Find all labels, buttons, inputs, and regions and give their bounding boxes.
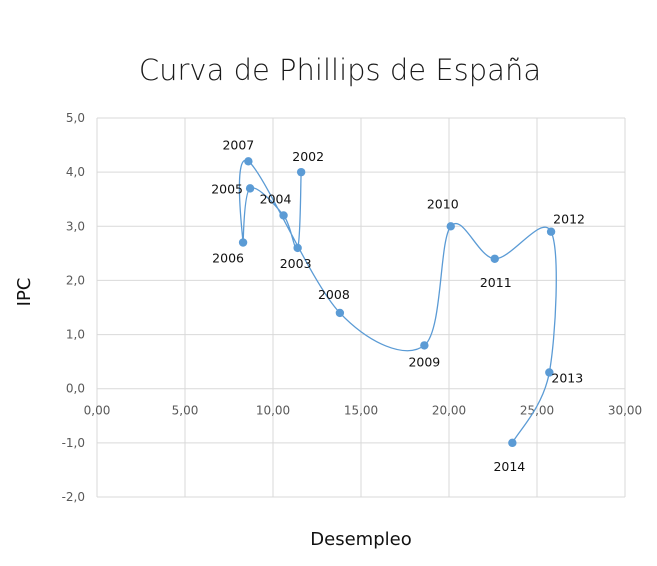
x-tick-label: 10,00: [256, 404, 290, 418]
x-tick-label: 30,00: [608, 404, 642, 418]
data-labels: 2002 2003 2004 2005 2006 2007 2008 2009 2010 2011…: [211, 137, 585, 474]
data-point: [508, 438, 517, 448]
y-tick-label: -2,0: [62, 490, 85, 504]
data-label: 2008: [318, 287, 350, 302]
x-tick-label: 15,00: [344, 404, 378, 418]
data-label: 2002: [292, 149, 324, 164]
data-label: 2012: [553, 212, 585, 227]
data-label: 2003: [280, 256, 312, 271]
data-point: [546, 227, 556, 236]
data-point: [245, 184, 255, 193]
x-tick-label: 25,00: [520, 404, 554, 418]
data-point: [446, 222, 455, 231]
gridlines: [96, 117, 626, 498]
x-tick-label: 20,00: [432, 404, 466, 418]
data-label: 2004: [260, 191, 292, 206]
y-tick-label: 2,0: [66, 273, 85, 287]
data-label: 2013: [551, 370, 583, 385]
data-point: [545, 368, 554, 377]
y-tick-label: 0,0: [66, 382, 85, 396]
y-axis-ticks: -2,0 -1,0 0,0 1,0 2,0 3,0 4,0 5,0: [62, 111, 85, 504]
data-label: 2014: [493, 459, 525, 474]
y-tick-label: 4,0: [66, 165, 85, 179]
y-tick-label: -1,0: [62, 436, 85, 450]
y-tick-label: 5,0: [66, 111, 85, 125]
data-label: 2005: [211, 181, 243, 196]
data-label: 2009: [408, 354, 440, 369]
y-tick-label: 1,0: [66, 328, 85, 342]
data-label: 2010: [427, 196, 459, 211]
y-tick-label: 3,0: [66, 219, 85, 233]
chart-title: Curva de Phillips de España: [139, 53, 541, 87]
data-point: [293, 243, 302, 253]
data-point: [490, 254, 499, 263]
data-label: 2011: [480, 275, 512, 290]
data-point: [279, 211, 288, 220]
x-axis-title: Desempleo: [310, 529, 411, 550]
data-point: [244, 157, 253, 166]
x-axis-ticks: 0,00 5,00 10,00 15,00 20,00 25,00 30,00: [84, 404, 643, 418]
data-point: [420, 341, 429, 350]
data-points: [238, 157, 556, 448]
x-tick-label: 0,00: [84, 404, 111, 418]
x-tick-label: 5,00: [172, 404, 199, 418]
data-label: 2006: [212, 251, 244, 266]
data-point: [335, 308, 345, 318]
y-axis-title: IPC: [14, 278, 35, 307]
data-point: [296, 167, 306, 177]
data-label: 2007: [222, 137, 254, 152]
data-point: [238, 238, 248, 247]
